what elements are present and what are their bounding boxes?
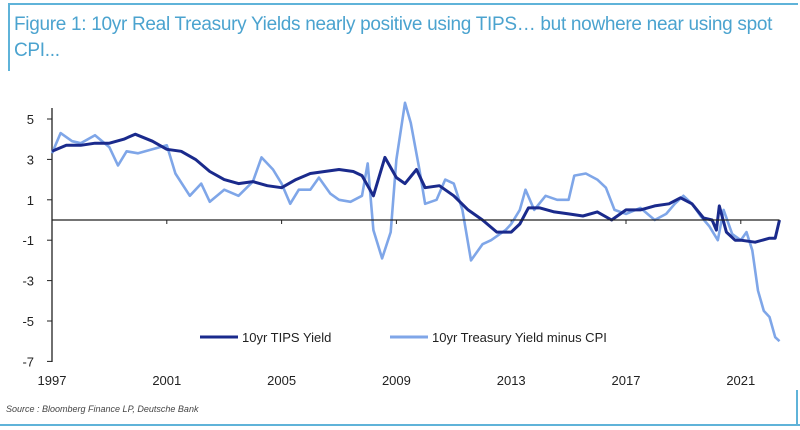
y-tick-label: -5: [22, 314, 34, 329]
x-tick-label: 2005: [267, 373, 296, 388]
y-tick-label: 5: [27, 112, 34, 127]
y-tick-label: -7: [22, 354, 34, 369]
legend-label: 10yr Treasury Yield minus CPI: [432, 330, 607, 345]
x-tick-label: 1997: [38, 373, 67, 388]
y-tick-label: -1: [22, 233, 34, 248]
y-tick-label: 3: [27, 152, 34, 167]
source-note: Source : Bloomberg Finance LP, Deutsche …: [6, 404, 199, 414]
x-tick-label: 2009: [382, 373, 411, 388]
x-tick-label: 2013: [497, 373, 526, 388]
frame-top-border: [8, 3, 798, 5]
y-tick-label: 1: [27, 193, 34, 208]
chart-title: Figure 1: 10yr Real Treasury Yields near…: [14, 14, 773, 61]
x-tick-label: 2001: [152, 373, 181, 388]
frame-bottom-border: [0, 424, 800, 426]
series-line-tips-yield: [51, 132, 781, 244]
y-tick-label: -3: [22, 274, 34, 289]
x-tick-label: 2017: [612, 373, 641, 388]
frame-left-border: [8, 3, 10, 71]
legend-label: 10yr TIPS Yield: [242, 330, 331, 345]
frame-right-border: [796, 390, 798, 426]
x-tick-label: 2021: [726, 373, 755, 388]
series-line-treasury-minus-cpi: [50, 101, 781, 343]
